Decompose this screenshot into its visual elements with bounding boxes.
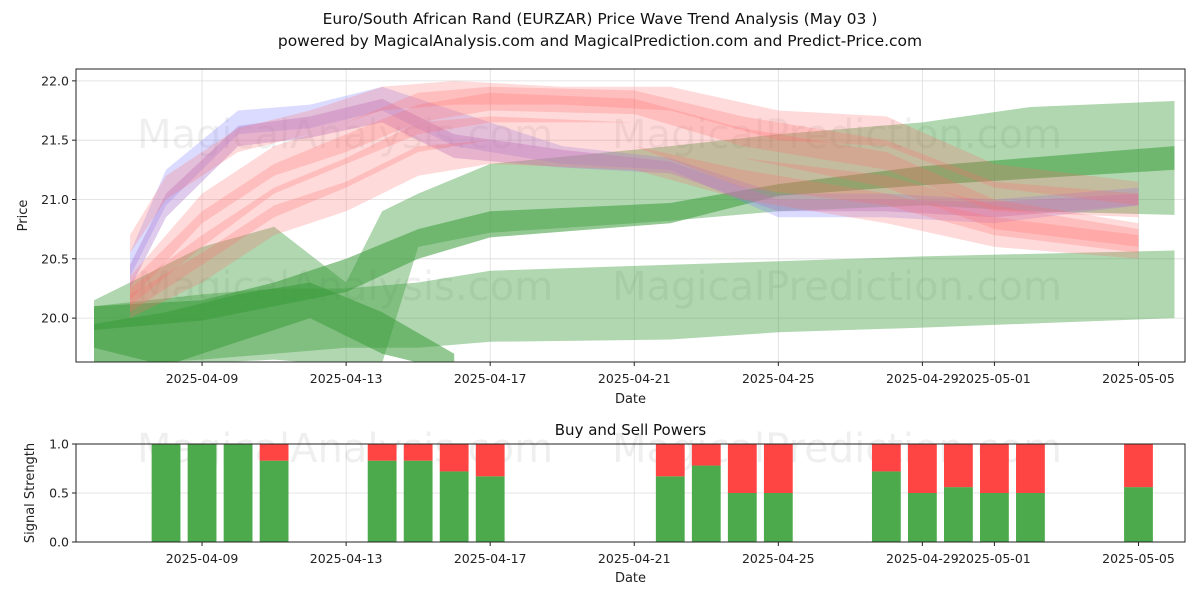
signal-x-axis-label: Date bbox=[615, 571, 646, 586]
buy-power-bar bbox=[655, 476, 685, 542]
signal-x-tick-label: 2025-04-17 bbox=[454, 551, 527, 566]
price-y-tick-label: 22.0 bbox=[41, 73, 69, 88]
sell-power-bar bbox=[1124, 444, 1153, 488]
signal-x-tick-label: 2025-04-13 bbox=[310, 551, 383, 566]
signal-x-tick-label: 2025-05-01 bbox=[958, 551, 1031, 566]
buy-power-bar bbox=[187, 444, 217, 542]
sell-power-bar bbox=[475, 444, 505, 477]
price-x-tick-label: 2025-04-25 bbox=[742, 371, 815, 386]
buy-power-bar bbox=[367, 460, 397, 542]
buy-power-bar bbox=[1016, 493, 1045, 542]
price-y-axis-label: Price bbox=[16, 200, 31, 232]
price-band-green bbox=[94, 101, 1175, 362]
sell-power-bar bbox=[1016, 444, 1045, 493]
price-band-red bbox=[130, 92, 1139, 307]
buy-power-bar bbox=[907, 493, 937, 542]
price-x-tick-label: 2025-04-17 bbox=[454, 371, 527, 386]
sell-power-bar bbox=[943, 444, 973, 488]
sell-power-bar bbox=[907, 444, 937, 493]
price-plot-frame bbox=[75, 68, 1186, 363]
buy-power-bar bbox=[403, 460, 433, 542]
price-x-tick-label: 2025-04-29 bbox=[886, 371, 959, 386]
buy-power-bar bbox=[943, 487, 973, 542]
sell-power-bar bbox=[403, 444, 433, 461]
buy-power-bar bbox=[727, 493, 757, 542]
sell-power-bar bbox=[367, 444, 397, 461]
sell-power-bar bbox=[439, 444, 469, 472]
buy-power-bar bbox=[691, 465, 721, 542]
signal-x-tick-label: 2025-04-21 bbox=[598, 551, 671, 566]
sell-power-bar bbox=[763, 444, 793, 493]
price-y-tick-label: 21.0 bbox=[41, 192, 69, 207]
signal-y-axis-label: Signal Strength bbox=[23, 443, 38, 543]
sell-power-bar bbox=[691, 444, 721, 466]
signal-x-tick-label: 2025-04-29 bbox=[886, 551, 959, 566]
sell-power-bar bbox=[871, 444, 901, 472]
signal-y-tick-label: 0.0 bbox=[49, 535, 69, 550]
sell-power-bar bbox=[980, 444, 1009, 493]
chart-title: Euro/South African Rand (EURZAR) Price W… bbox=[322, 10, 878, 28]
price-band-red bbox=[130, 116, 1139, 313]
signal-y-tick-label: 1.0 bbox=[49, 437, 69, 452]
price-x-axis-label: Date bbox=[615, 392, 646, 407]
sell-power-bar bbox=[727, 444, 757, 493]
price-y-tick-label: 20.5 bbox=[41, 251, 69, 266]
signal-x-tick-label: 2025-04-25 bbox=[742, 551, 815, 566]
price-bands bbox=[94, 80, 1175, 362]
buy-power-bar bbox=[439, 471, 469, 542]
price-x-tick-label: 2025-04-13 bbox=[310, 371, 383, 386]
signal-x-tick-label: 2025-05-05 bbox=[1102, 551, 1175, 566]
buy-power-bar bbox=[980, 493, 1009, 542]
price-y-tick-label: 21.5 bbox=[41, 133, 69, 148]
watermark-text: MagicalPrediction.com bbox=[612, 264, 1062, 310]
signal-y-tick-label: 0.5 bbox=[49, 486, 69, 501]
buy-power-bar bbox=[259, 460, 289, 542]
buy-power-bar bbox=[1124, 487, 1153, 542]
price-x-tick-label: 2025-04-21 bbox=[598, 371, 671, 386]
signal-x-tick-label: 2025-04-09 bbox=[166, 551, 239, 566]
price-band-red bbox=[130, 80, 1139, 253]
buy-power-bar bbox=[763, 493, 793, 542]
watermark-text: MagicalAnalysis.com bbox=[137, 112, 553, 158]
sell-power-bar bbox=[655, 444, 685, 477]
buy-power-bar bbox=[223, 444, 253, 542]
sell-power-bar bbox=[259, 444, 289, 461]
price-y-tick-label: 20.0 bbox=[41, 311, 69, 326]
price-x-tick-label: 2025-05-01 bbox=[958, 371, 1031, 386]
signal-chart-title: Buy and Sell Powers bbox=[555, 421, 707, 439]
price-band-green bbox=[94, 282, 455, 362]
buy-power-bar bbox=[871, 471, 901, 542]
watermark-text: MagicalPrediction.com bbox=[612, 112, 1062, 158]
price-x-tick-label: 2025-04-09 bbox=[166, 371, 239, 386]
price-x-tick-label: 2025-05-05 bbox=[1102, 371, 1175, 386]
buy-power-bar bbox=[151, 444, 181, 542]
buy-power-bar bbox=[475, 476, 505, 542]
price-band-red bbox=[130, 140, 1139, 319]
chart-subtitle: powered by MagicalAnalysis.com and Magic… bbox=[277, 32, 923, 50]
